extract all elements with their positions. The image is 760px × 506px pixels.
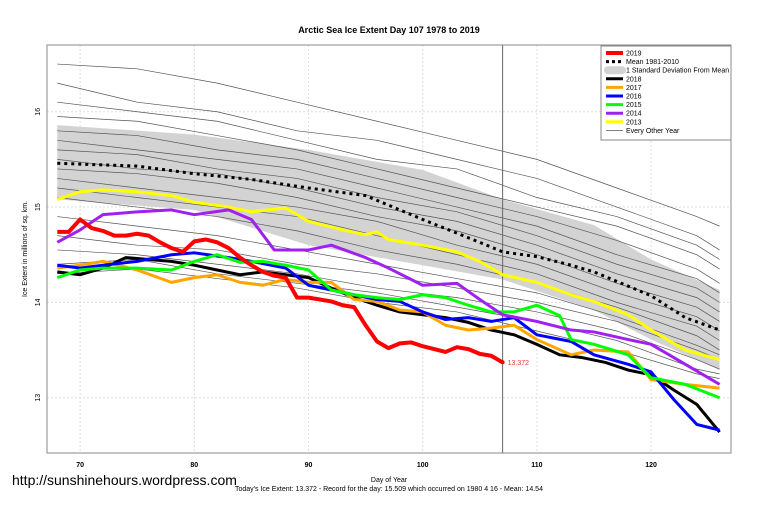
other-year-line bbox=[57, 139, 720, 294]
legend-label: 2015 bbox=[626, 102, 642, 109]
series-line-2014 bbox=[56, 208, 721, 386]
sd-band bbox=[57, 125, 720, 371]
plot-frame bbox=[46, 44, 732, 454]
other-year-line bbox=[57, 130, 720, 284]
chart-title: Arctic Sea Ice Extent Day 107 1978 to 20… bbox=[298, 25, 480, 35]
other-years bbox=[57, 63, 720, 379]
legend-label: Mean 1981-2010 bbox=[626, 59, 679, 66]
annotation-current-value: 13.372 bbox=[508, 360, 530, 367]
series-lines bbox=[56, 45, 721, 453]
legend-box bbox=[600, 45, 732, 141]
legend-label: 2014 bbox=[626, 111, 642, 118]
other-year-line bbox=[57, 101, 720, 260]
x-tick-label: 90 bbox=[305, 462, 313, 469]
sd-band-area bbox=[57, 125, 720, 371]
legend-label: 2018 bbox=[626, 76, 642, 83]
series-line-2015 bbox=[56, 253, 721, 400]
other-year-line bbox=[57, 216, 720, 356]
mean-line bbox=[57, 161, 721, 332]
y-tick-label: 14 bbox=[35, 298, 42, 306]
axis-ticks: 70 80 90 100 110 120 13 14 15 16 bbox=[35, 108, 657, 469]
series-line-2019 bbox=[57, 217, 504, 365]
y-tick-label: 15 bbox=[35, 203, 42, 211]
legend-label: 2017 bbox=[626, 85, 642, 92]
other-year-line bbox=[57, 116, 720, 270]
series-line-2013 bbox=[56, 188, 720, 362]
legend-swatch bbox=[604, 66, 626, 75]
current-value-marker bbox=[500, 360, 505, 365]
other-year-line bbox=[57, 249, 720, 370]
x-tick-label: 70 bbox=[76, 462, 84, 469]
other-year-line bbox=[57, 168, 720, 322]
other-year-line bbox=[57, 268, 720, 379]
other-year-line bbox=[57, 82, 720, 251]
y-axis-label: Ice Extent in millions of sq. km. bbox=[22, 201, 29, 297]
legend-label: 2019 bbox=[626, 51, 642, 58]
legend-label: 2016 bbox=[626, 94, 642, 101]
series-line-2016 bbox=[57, 251, 720, 432]
x-axis-label: Day of Year bbox=[371, 477, 408, 484]
x-tick-label: 100 bbox=[417, 462, 429, 469]
other-year-line bbox=[57, 178, 720, 332]
footer-stats: Today's Ice Extent: 13.372 - Record for … bbox=[235, 486, 543, 493]
legend-label: 2013 bbox=[626, 119, 642, 126]
series-line-2018 bbox=[57, 256, 721, 433]
other-year-line bbox=[57, 63, 720, 227]
x-tick-label: 110 bbox=[531, 462, 542, 469]
legend-label: Every Other Year bbox=[626, 128, 680, 135]
y-tick-label: 13 bbox=[35, 394, 42, 402]
other-year-line bbox=[57, 149, 720, 303]
x-tick-label: 120 bbox=[645, 462, 657, 469]
x-tick-label: 80 bbox=[190, 462, 198, 469]
watermark-url: http://sunshinehours.wordpress.com bbox=[12, 472, 237, 488]
y-tick-label: 16 bbox=[35, 108, 42, 116]
legend-label: 1 Standard Deviation From Mean bbox=[626, 68, 729, 75]
